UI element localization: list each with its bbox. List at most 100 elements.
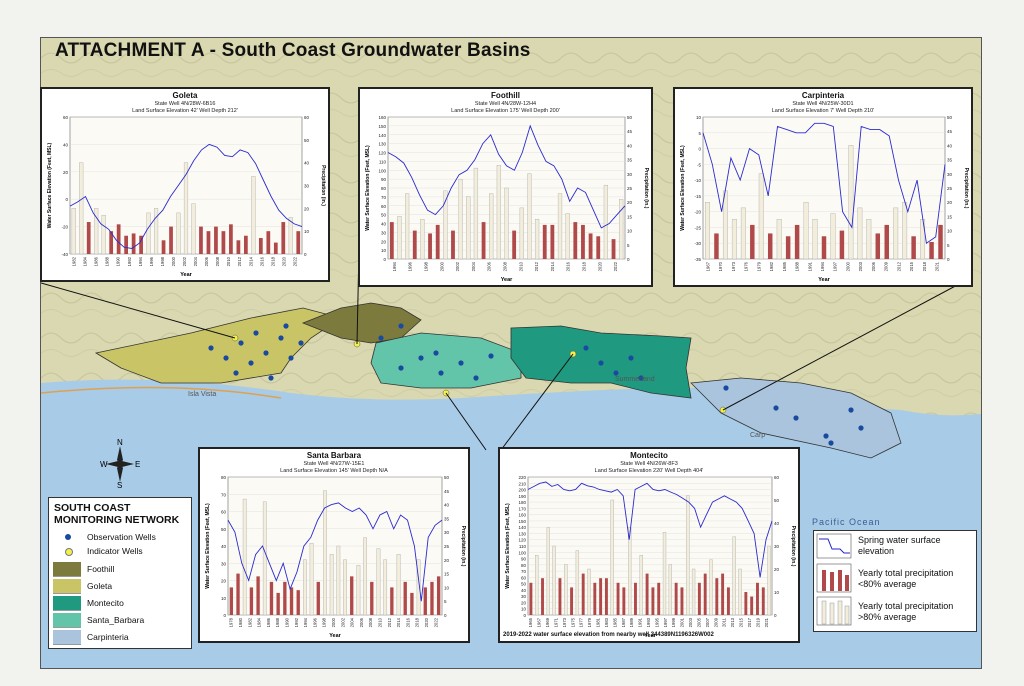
- santa_barbara-precip-bar: [256, 576, 260, 615]
- foothill-precip-bar: [428, 233, 432, 259]
- montecito-xtick-label: 1999: [671, 617, 676, 627]
- carpinteria-y2tick-label: 45: [947, 129, 953, 134]
- goleta-xtick-label: 1992: [127, 256, 132, 266]
- foothill-precip-bar: [466, 196, 471, 260]
- santa_barbara-precip-bar: [242, 498, 247, 616]
- montecito-ytick-label: 20: [521, 600, 527, 605]
- montecito-precip-bar: [761, 587, 765, 615]
- carpinteria-precip-bar: [758, 173, 764, 260]
- carpinteria-chart-panel: Carpinteria State Well 4N/25W-30D1 Land Su…: [673, 87, 973, 287]
- foothill-ytick-label: 120: [378, 151, 386, 156]
- montecito-chart-svg: 0102030405060708090100110120130140150160…: [505, 475, 796, 639]
- carpinteria-xtick-label: 1991: [807, 261, 812, 271]
- montecito-precip-bar: [604, 578, 608, 615]
- montecito-xtick-label: 2011: [722, 617, 727, 627]
- compass-e: E: [135, 460, 140, 469]
- santa_barbara-y2tick-label: 25: [444, 544, 450, 549]
- santa_barbara-precip-bar: [329, 554, 334, 616]
- goleta-ytick-label: 0: [65, 197, 68, 202]
- foothill-precip-bar: [481, 222, 486, 259]
- montecito-precip-bar: [674, 582, 678, 615]
- foothill-y2tick-label: 15: [627, 214, 633, 219]
- goleta-precip-bar: [146, 212, 151, 255]
- goleta-precip-bar: [101, 214, 106, 255]
- carpinteria-chart-svg: -35 -30 -25 -20 -15 -10 -5 0 5 10 0 5 10 15 20 25 30 35 40…: [680, 115, 969, 283]
- carpinteria-xtick-label: 2006: [871, 261, 876, 271]
- compass-n: N: [117, 438, 123, 447]
- goleta-precip-bar: [116, 224, 121, 254]
- legend-title-line1: SOUTH COAST: [54, 502, 131, 514]
- goleta-precip-bar: [94, 208, 99, 255]
- carpinteria-xtick-label: 1967: [705, 261, 710, 271]
- montecito-precip-bar: [721, 573, 725, 615]
- key-spring-label: Spring water surface elevation: [858, 535, 941, 556]
- montecito-xtick-label: 2003: [688, 617, 693, 627]
- santa_barbara-precip-bar: [316, 581, 320, 615]
- carpinteria-xtick-label: 1997: [833, 261, 838, 271]
- foothill-chart-subtitle-2: Land Surface Elevation 175' Well Depth 2…: [451, 108, 560, 114]
- santa_barbara-precip-bar: [390, 587, 394, 615]
- santa_barbara-ytick-label: 20: [221, 579, 227, 584]
- carpinteria-xtick-label: 2009: [884, 261, 889, 271]
- legend-title-line2: MONITORING NETWORK: [54, 514, 180, 526]
- santa_barbara-precip-bar: [236, 573, 240, 615]
- carpinteria-precip-bar: [714, 233, 719, 259]
- goleta-precip-bar: [229, 224, 233, 254]
- montecito-ytick-label: 80: [521, 563, 527, 568]
- carpinteria-chart-subtitle-1: State Well 4N/25W-30D1: [792, 101, 854, 107]
- santa_barbara-precip-bar: [262, 501, 267, 616]
- foothill-precip-bar: [581, 224, 585, 259]
- carpinteria-precip-bar: [821, 236, 827, 259]
- montecito-chart-panel: Montecito State Well 4N/26W-8F3 Land Surfa…: [498, 447, 800, 643]
- santa_barbara-y2tick-label: 40: [444, 503, 450, 508]
- goleta-precip-bar: [288, 217, 293, 255]
- carpinteria-xtick-label: 2003: [858, 261, 863, 271]
- goleta-xtick-label: 2012: [237, 256, 242, 266]
- montecito-ytick-label: 170: [518, 506, 526, 511]
- montecito-xtick-label: 2009: [713, 617, 718, 627]
- foothill-xtick-label: 1994: [392, 261, 397, 271]
- montecito-precip-bar: [634, 582, 637, 615]
- goleta-xtick-label: 1996: [149, 256, 154, 266]
- foothill-xtick-label: 1996: [408, 261, 413, 271]
- santa_barbara-xtick-label: 2022: [433, 617, 438, 627]
- carpinteria-xlabel: Year: [818, 277, 830, 283]
- goleta-xlabel: Year: [180, 272, 192, 278]
- goleta-precip-bar: [71, 208, 76, 255]
- goleta-precip-bar: [281, 222, 286, 254]
- montecito-elevation-line: [527, 481, 773, 578]
- goleta-precip-bar: [124, 235, 128, 254]
- montecito-xtick-label: 1983: [604, 617, 609, 627]
- carpinteria-precip-bar: [731, 219, 737, 260]
- carpinteria-precip-bar: [938, 224, 943, 259]
- goleta-ylabel: Water Surface Elevation (Feet, MSL): [47, 142, 53, 228]
- foothill-precip-bar: [527, 173, 532, 260]
- carpinteria-xtick-label: 2000: [845, 261, 850, 271]
- goleta-precip-bar: [86, 222, 91, 254]
- montecito-xtick-label: 1973: [562, 617, 567, 627]
- montecito-precip-bar: [686, 495, 690, 616]
- foothill-elevation-line: [387, 124, 626, 229]
- santa_barbara-xtick-label: 2014: [396, 617, 401, 627]
- goleta-xtick-label: 2000: [171, 256, 176, 266]
- montecito-precip-bar: [691, 568, 696, 616]
- montecito-ytick-label: 190: [518, 494, 526, 499]
- goleta-xtick-label: 1994: [138, 256, 143, 266]
- montecito-ytick-label: 140: [518, 525, 526, 530]
- carpinteria-ytick-label: 5: [698, 131, 701, 136]
- santa_barbara-precip-bar: [276, 592, 280, 615]
- foothill-precip-bar: [405, 193, 410, 260]
- montecito-ytick-label: 200: [518, 488, 526, 493]
- carpinteria-y2tick-label: 25: [947, 186, 953, 191]
- montecito-precip-bar: [738, 568, 742, 616]
- montecito-ytick-label: 150: [518, 519, 526, 524]
- carpinteria-precip-bar: [776, 219, 782, 260]
- carpinteria-y2tick-label: 0: [947, 257, 950, 262]
- carpinteria-precip-bar: [884, 224, 889, 259]
- foothill-xtick-label: 2016: [566, 261, 571, 271]
- foothill-xtick-label: 2008: [503, 261, 508, 271]
- montecito-precip-bar: [546, 527, 550, 616]
- santa_barbara-xtick-label: 2016: [405, 617, 410, 627]
- santa_barbara-precip-bar: [269, 581, 274, 615]
- foothill-precip-bar: [458, 179, 463, 260]
